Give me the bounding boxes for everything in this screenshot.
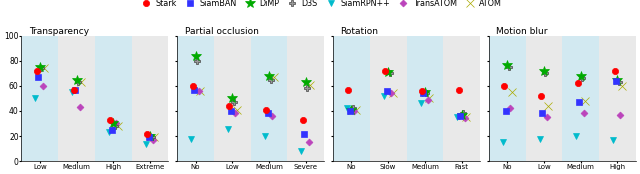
Bar xyxy=(563,36,599,161)
Bar xyxy=(489,36,525,161)
Bar xyxy=(333,36,370,161)
Bar xyxy=(95,36,132,161)
Bar xyxy=(599,36,636,161)
Bar xyxy=(444,36,480,161)
Text: Motion blur: Motion blur xyxy=(496,27,548,36)
Text: Transparency: Transparency xyxy=(29,27,89,36)
Legend: Stark, SiamBAN, DiMP, D3S, SiamRPN++, TransATOM, ATOM: Stark, SiamBAN, DiMP, D3S, SiamRPN++, Tr… xyxy=(134,0,506,11)
Bar xyxy=(22,36,58,161)
Bar xyxy=(406,36,444,161)
Bar xyxy=(177,36,214,161)
Bar xyxy=(287,36,324,161)
Bar xyxy=(132,36,168,161)
Bar xyxy=(251,36,287,161)
Bar xyxy=(525,36,563,161)
Bar xyxy=(214,36,251,161)
Bar xyxy=(58,36,95,161)
Text: Rotation: Rotation xyxy=(340,27,378,36)
Bar xyxy=(370,36,406,161)
Text: Partial occlusion: Partial occlusion xyxy=(184,27,259,36)
